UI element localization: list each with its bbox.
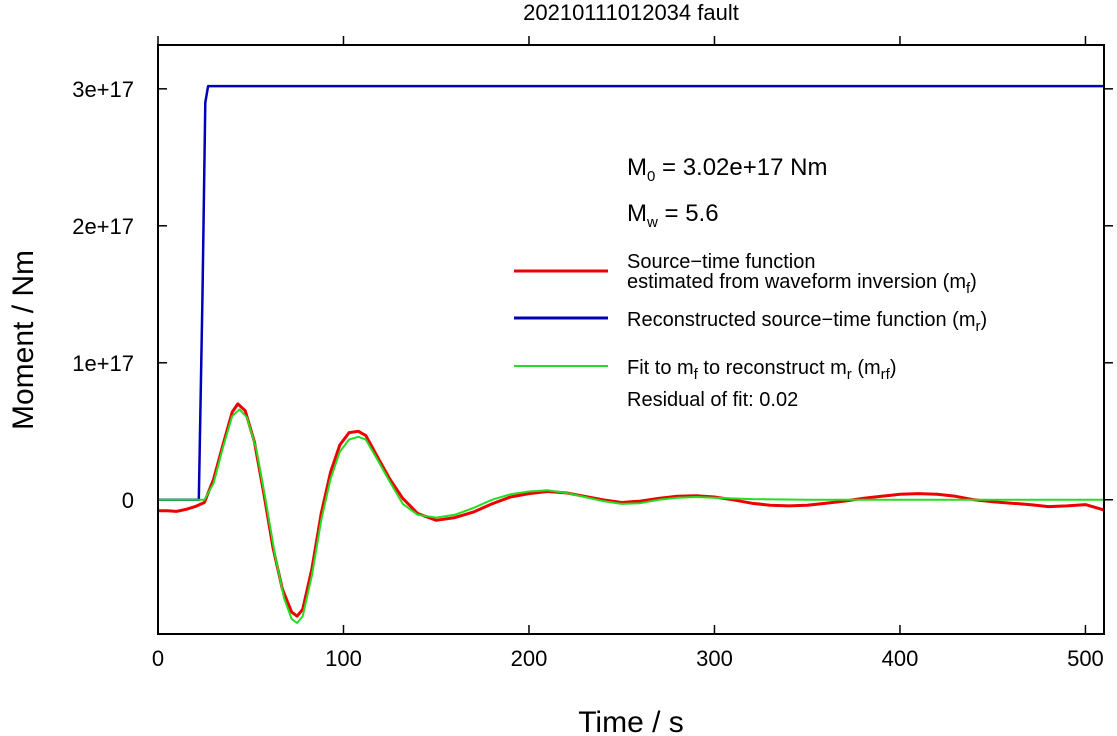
x-tick-label: 400	[882, 646, 919, 671]
m0-annotation: M0 = 3.02e+17 Nm	[627, 154, 827, 185]
legend-label-red-line2: estimated from waveform inversion (mf)	[627, 271, 977, 297]
legend-label-blue: Reconstructed source−time function (mr)	[627, 309, 987, 335]
legend-label-red-line1: Source−time function	[627, 251, 815, 273]
y-tick-label: 3e+17	[72, 77, 134, 102]
y-tick-label: 2e+17	[72, 214, 134, 239]
y-tick-label: 0	[122, 488, 134, 513]
residual-annotation: Residual of fit: 0.02	[627, 389, 798, 411]
legend: Source−time function estimated from wave…	[514, 251, 987, 411]
y-tick-label: 1e+17	[72, 351, 134, 376]
axis-tick-labels: 0 100 200 300 400 500 0 1e+17 2e+17 3e+17	[72, 77, 1104, 671]
x-tick-label: 0	[152, 646, 164, 671]
plot-frame	[157, 44, 1105, 635]
legend-label-green: Fit to mf to reconstruct mr (mrf)	[627, 357, 897, 383]
series-layer	[159, 84, 1103, 624]
x-tick-label: 500	[1067, 646, 1104, 671]
x-tick-label: 200	[511, 646, 548, 671]
series-line-red	[159, 402, 1103, 618]
axis-ticks	[157, 36, 1113, 634]
series-line-green	[159, 408, 1103, 624]
x-tick-label: 100	[325, 646, 362, 671]
x-tick-label: 300	[696, 646, 733, 671]
chart-title: 20210111012034 fault	[523, 0, 739, 25]
y-axis-label: Moment / Nm	[7, 250, 40, 430]
x-axis-label: Time / s	[578, 706, 684, 736]
mw-annotation: Mw = 5.6	[627, 200, 719, 231]
